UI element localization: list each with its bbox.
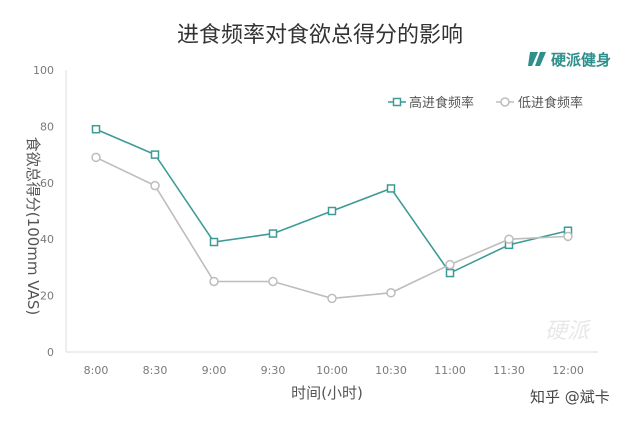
- data-point: [327, 206, 337, 216]
- y-tick-labels: 0 20 40 60 80 100: [33, 64, 54, 359]
- x-tick-label: 10:30: [375, 364, 407, 377]
- x-tick-label: 9:00: [202, 364, 227, 377]
- data-point: [91, 124, 101, 134]
- brand-logo: 硬派健身: [528, 51, 611, 69]
- y-tick-label: 0: [47, 346, 54, 359]
- legend-label-high: 高进食频率: [409, 95, 474, 111]
- data-point: [268, 276, 278, 287]
- data-point: [150, 180, 160, 191]
- legend-item-high: 高进食频率: [388, 95, 474, 111]
- series-high: [91, 124, 573, 278]
- data-point: [563, 231, 573, 242]
- x-tick-label: 9:30: [261, 364, 286, 377]
- watermark: 硬派: [545, 319, 592, 344]
- series-line: [95, 156, 569, 300]
- x-tick-label: 10:00: [316, 364, 348, 377]
- data-point: [209, 276, 219, 287]
- data-point: [386, 288, 396, 298]
- data-point: [268, 229, 278, 238]
- y-tick-label: 100: [33, 64, 54, 77]
- data-point: [150, 150, 160, 159]
- data-point: [445, 268, 455, 278]
- x-tick-label: 8:00: [84, 364, 109, 377]
- brand-name: 硬派健身: [551, 51, 611, 69]
- legend-marker-square: [392, 97, 402, 107]
- x-tick-label: 8:30: [143, 364, 168, 377]
- data-point: [91, 152, 101, 163]
- data-point: [504, 234, 514, 244]
- legend: 高进食频率 低进食频率: [388, 95, 583, 111]
- legend-item-low: 低进食频率: [496, 95, 583, 111]
- data-point: [386, 184, 396, 193]
- data-point: [445, 259, 455, 270]
- footer-credit: 知乎 @斌卡: [530, 388, 610, 406]
- brand-logo-icon: [528, 52, 546, 66]
- y-tick-label: 60: [40, 177, 54, 190]
- y-tick-label: 40: [40, 233, 54, 246]
- series-low: [91, 152, 573, 304]
- x-tick-label: 12:00: [552, 364, 584, 377]
- x-tick-label: 11:30: [493, 364, 525, 377]
- series-layer: [91, 124, 573, 304]
- legend-label-low: 低进食频率: [518, 95, 583, 111]
- legend-marker-circle: [500, 97, 510, 107]
- x-tick-label: 11:00: [434, 364, 466, 377]
- x-axis-label: 时间(小时): [291, 384, 363, 402]
- chart-title: 进食频率对食欲总得分的影响: [177, 23, 463, 48]
- x-tick-labels: 8:00 8:30 9:00 9:30 10:00 10:30 11:00 11:30 12:0…: [84, 364, 584, 377]
- y-tick-label: 20: [40, 290, 54, 303]
- data-point: [209, 237, 219, 247]
- y-axis-label: 食欲总得分(100mm VAS): [24, 137, 42, 315]
- y-tick-label: 80: [40, 120, 54, 133]
- series-line: [95, 128, 569, 275]
- data-point: [327, 293, 337, 304]
